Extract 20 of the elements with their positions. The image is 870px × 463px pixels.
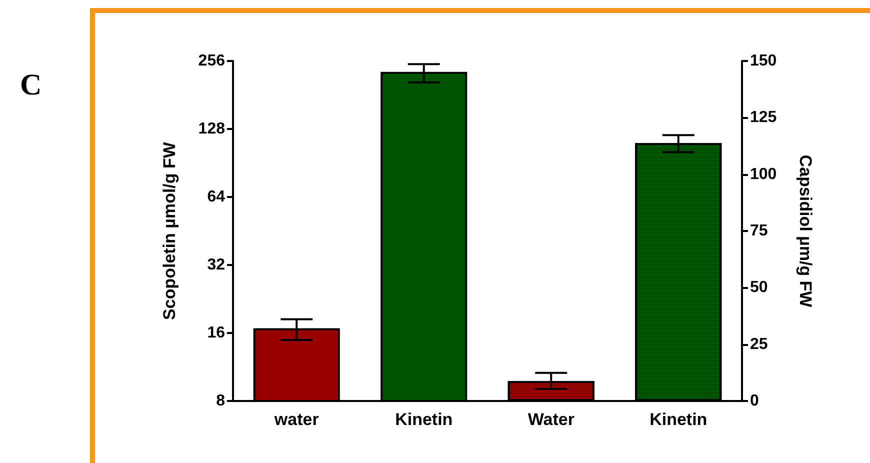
y2-tick-label: 150 <box>750 52 777 70</box>
x-tick-label: Water <box>528 410 575 429</box>
x-tick-label: water <box>273 410 320 429</box>
y-tick-label: 8 <box>216 392 226 410</box>
y-tick-label: 256 <box>198 52 226 70</box>
y-tick-label: 64 <box>207 188 226 206</box>
y2-tick-label: 50 <box>750 279 768 296</box>
y-tick-label: 16 <box>207 324 226 342</box>
y2-tick-label: 75 <box>750 222 768 240</box>
text: C <box>20 68 42 102</box>
y2-tick-label: 100 <box>750 166 777 183</box>
x-tick-label: Kinetin <box>395 410 453 429</box>
y2-tick-label: 125 <box>750 109 777 126</box>
y-tick-label: 32 <box>207 256 226 274</box>
y-axis-title: Scopoletin µmol/g FW <box>160 141 179 320</box>
x-tick-label: Kinetin <box>650 410 708 429</box>
y2-tick-label: 25 <box>750 336 768 353</box>
y2-tick-label: 0 <box>750 392 759 410</box>
y2-axis-title: Capsidiol µm/g FW <box>796 154 815 308</box>
y-tick-label: 128 <box>198 120 226 138</box>
